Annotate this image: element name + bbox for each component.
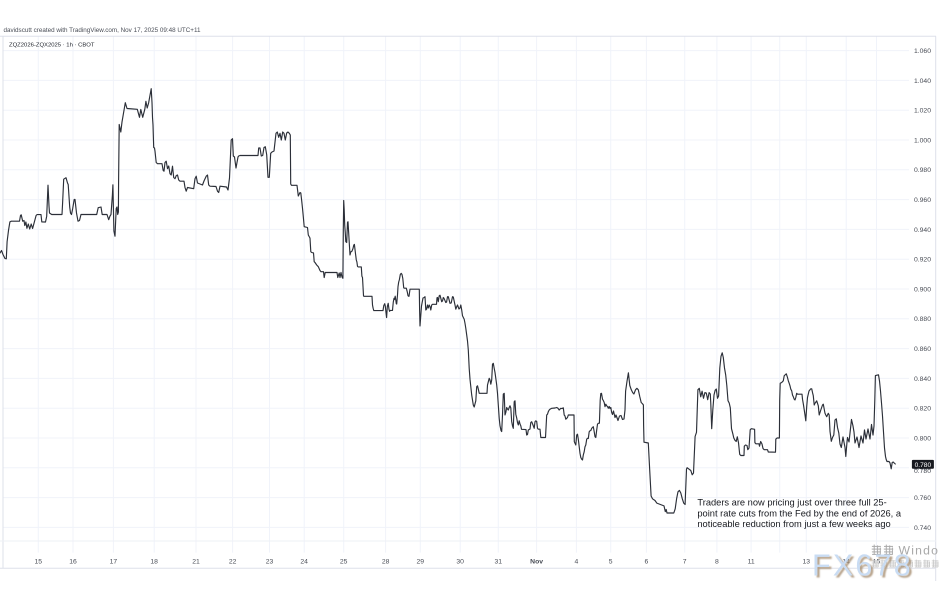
svg-text:29: 29	[417, 559, 425, 566]
svg-text:1.000: 1.000	[914, 137, 931, 144]
svg-text:25: 25	[340, 559, 348, 566]
svg-text:davidscutt created with Tradin: davidscutt created with TradingView.com,…	[4, 27, 202, 34]
svg-text:FX678: FX678	[812, 549, 913, 583]
svg-text:Windo: Windo	[899, 544, 940, 558]
svg-text:0.860: 0.860	[914, 346, 931, 353]
svg-text:noticeable reduction from just: noticeable reduction from just a few wee…	[697, 519, 890, 529]
svg-text:1.060: 1.060	[914, 48, 931, 55]
svg-text:Traders are now pricing just o: Traders are now pricing just over three …	[697, 498, 886, 508]
svg-text:0.840: 0.840	[914, 376, 931, 383]
svg-text:0.980: 0.980	[914, 167, 931, 174]
svg-text:31: 31	[495, 559, 503, 566]
svg-text:1.020: 1.020	[914, 108, 931, 115]
svg-text:21: 21	[192, 559, 200, 566]
svg-text:6: 6	[645, 559, 649, 566]
svg-text:8: 8	[715, 559, 719, 566]
svg-text:point rate cuts from the Fed b: point rate cuts from the Fed by the end …	[697, 508, 901, 518]
svg-text:14: 14	[842, 559, 850, 566]
svg-text:1.040: 1.040	[914, 78, 931, 85]
svg-text:30: 30	[456, 559, 464, 566]
svg-text:0.800: 0.800	[914, 435, 931, 442]
svg-text:16: 16	[69, 559, 77, 566]
svg-text:11: 11	[748, 559, 755, 566]
svg-text:0.960: 0.960	[914, 197, 931, 204]
svg-text:0.760: 0.760	[914, 495, 931, 502]
svg-text:ZQZ2026-ZQX2025 · 1h · CBOT: ZQZ2026-ZQX2025 · 1h · CBOT	[9, 43, 95, 49]
svg-text:FX678: FX678	[814, 551, 915, 585]
svg-text:28: 28	[382, 559, 390, 566]
svg-text:15: 15	[873, 559, 881, 566]
svg-text:0.820: 0.820	[914, 406, 931, 413]
svg-text:22: 22	[229, 559, 237, 566]
svg-text:23: 23	[266, 559, 274, 566]
svg-text:4: 4	[575, 559, 579, 566]
svg-text:0.920: 0.920	[914, 257, 931, 264]
svg-text:7: 7	[683, 559, 687, 566]
svg-text:0.880: 0.880	[914, 316, 931, 323]
svg-text:13: 13	[803, 559, 811, 566]
svg-text:0.780: 0.780	[914, 468, 931, 475]
svg-text:17: 17	[110, 559, 118, 566]
svg-text:24: 24	[300, 559, 308, 566]
svg-text:0.940: 0.940	[914, 227, 931, 234]
svg-text:0.900: 0.900	[914, 286, 931, 293]
svg-text:Nov: Nov	[530, 559, 543, 566]
svg-text:0.740: 0.740	[914, 525, 931, 532]
svg-text:15: 15	[35, 559, 43, 566]
svg-text:0.780: 0.780	[915, 462, 932, 469]
svg-text:5: 5	[609, 559, 613, 566]
svg-text:18: 18	[150, 559, 158, 566]
